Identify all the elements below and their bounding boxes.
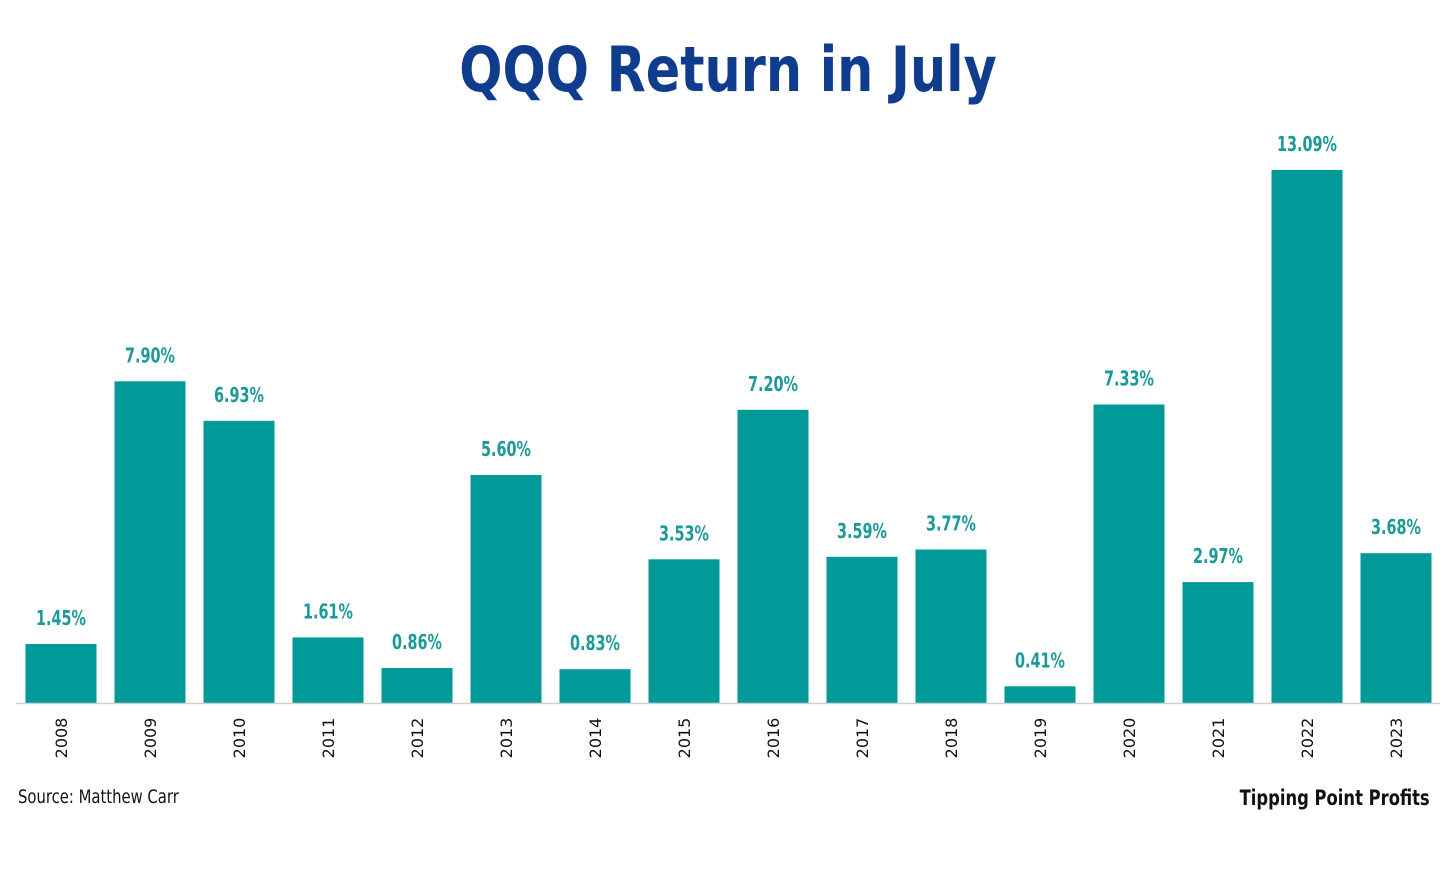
x-tick-label-2010: 2010 bbox=[230, 718, 249, 759]
source-note: Source: Matthew Carr bbox=[18, 786, 179, 808]
x-tick-labels-layer: 2008 2009 2010 2011 2012 2013 2014 2015 2016 2017… bbox=[52, 718, 1406, 759]
data-label-2012: 0.86% bbox=[392, 631, 442, 654]
bar-2010 bbox=[203, 420, 275, 703]
bar-2012 bbox=[381, 668, 453, 703]
bar-2008 bbox=[25, 644, 97, 703]
x-tick-label-2015: 2015 bbox=[675, 718, 694, 759]
data-label-2020: 7.33% bbox=[1104, 368, 1154, 391]
value-labels-layer: 1.45% 7.90% 6.93% 1.61% 0.86% 5.60% 0.83% 3.53%… bbox=[36, 133, 1421, 672]
x-tick-label-2022: 2022 bbox=[1298, 718, 1317, 759]
x-tick-label-2014: 2014 bbox=[586, 718, 605, 759]
bar-2014 bbox=[559, 669, 631, 703]
x-tick-label-2013: 2013 bbox=[497, 718, 516, 759]
bar-2018 bbox=[915, 549, 987, 703]
x-tick-label-2012: 2012 bbox=[408, 718, 427, 759]
data-label-2010: 6.93% bbox=[214, 384, 264, 407]
bar-2020 bbox=[1093, 404, 1165, 703]
x-tick-label-2018: 2018 bbox=[942, 718, 961, 759]
bars-layer bbox=[25, 170, 1432, 703]
bar-2019 bbox=[1004, 686, 1076, 703]
data-label-2019: 0.41% bbox=[1015, 650, 1065, 673]
bar-2013 bbox=[470, 475, 542, 703]
x-tick-label-2017: 2017 bbox=[853, 718, 872, 759]
x-tick-label-2021: 2021 bbox=[1209, 718, 1228, 759]
x-tick-label-2023: 2023 bbox=[1387, 718, 1406, 759]
data-label-2008: 1.45% bbox=[36, 607, 86, 630]
bar-2015 bbox=[648, 559, 720, 703]
data-label-2013: 5.60% bbox=[481, 438, 531, 461]
x-tick-label-2020: 2020 bbox=[1120, 718, 1139, 759]
data-label-2014: 0.83% bbox=[570, 633, 620, 656]
x-tick-label-2016: 2016 bbox=[764, 718, 783, 759]
data-label-2011: 1.61% bbox=[303, 601, 353, 624]
bar-2016 bbox=[737, 409, 809, 703]
bar-2017 bbox=[826, 556, 898, 703]
data-label-2015: 3.53% bbox=[659, 523, 709, 546]
bar-2021 bbox=[1182, 582, 1254, 703]
data-label-2016: 7.20% bbox=[748, 373, 798, 396]
data-label-2018: 3.77% bbox=[926, 513, 976, 536]
data-label-2022: 13.09% bbox=[1277, 133, 1337, 156]
x-tick-label-2009: 2009 bbox=[141, 718, 160, 759]
data-label-2009: 7.90% bbox=[125, 345, 175, 368]
chart-title: QQQ Return in July bbox=[459, 33, 997, 106]
data-label-2021: 2.97% bbox=[1193, 545, 1243, 568]
bar-2022 bbox=[1271, 170, 1343, 703]
bar-2011 bbox=[292, 637, 364, 703]
bar-2023 bbox=[1360, 553, 1432, 703]
brand-note: Tipping Point Profits bbox=[1239, 786, 1430, 810]
bar-2009 bbox=[114, 381, 186, 703]
x-tick-label-2019: 2019 bbox=[1031, 718, 1050, 759]
x-tick-label-2008: 2008 bbox=[52, 718, 71, 759]
x-tick-label-2011: 2011 bbox=[319, 718, 338, 759]
data-label-2023: 3.68% bbox=[1371, 517, 1421, 540]
data-label-2017: 3.59% bbox=[837, 520, 887, 543]
